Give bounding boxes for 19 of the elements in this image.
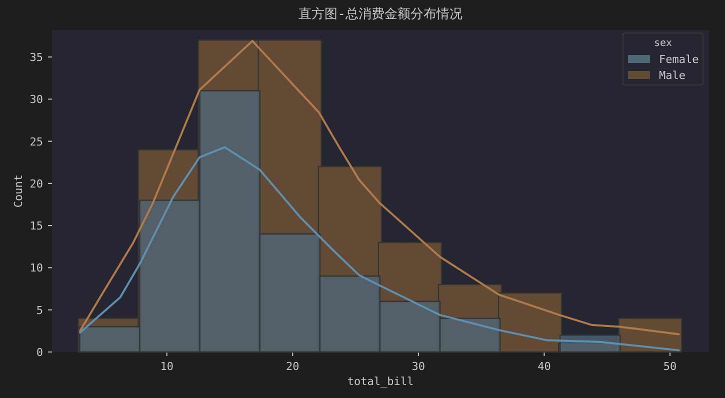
x-tick-label: 20 (286, 360, 300, 373)
y-tick-label: 5 (36, 304, 43, 317)
y-tick-label: 0 (36, 346, 43, 359)
y-tick-label: 20 (30, 177, 43, 190)
x-tick-label: 30 (412, 360, 426, 373)
x-tick-label: 10 (160, 360, 174, 373)
y-tick-label: 10 (30, 262, 43, 275)
x-tick-label: 40 (538, 360, 551, 373)
y-tick-label: 25 (30, 135, 43, 148)
x-axis-title: total_bill (347, 375, 414, 388)
legend-label: Female (659, 53, 699, 66)
y-tick-label: 15 (30, 220, 43, 233)
x-tick-label: 50 (663, 360, 677, 373)
y-axis-title: Count (12, 174, 25, 208)
chart-title: 直方图-总消费金额分布情况 (298, 6, 462, 22)
y-tick-label: 35 (30, 50, 43, 64)
y-tick-label: 30 (30, 93, 43, 106)
legend-title: sex (654, 38, 672, 49)
legend-label: Male (659, 69, 686, 82)
